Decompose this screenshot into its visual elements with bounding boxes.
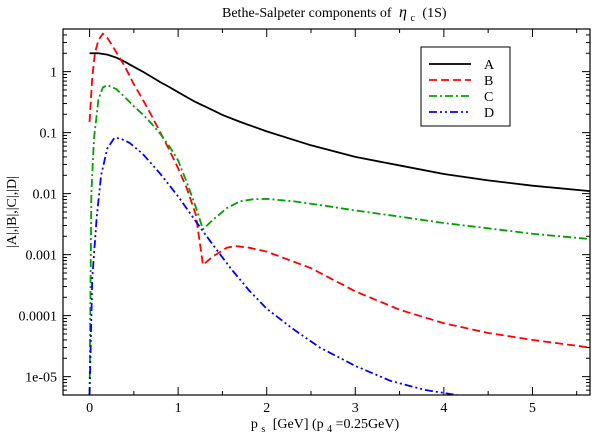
series-line-d [88, 136, 458, 395]
y-tick-label: 1 [50, 66, 57, 81]
svg-text:Bethe-Salpeter components of: Bethe-Salpeter components of η c (1S) [222, 4, 447, 25]
title-suffix: (1S) [422, 6, 446, 21]
x-tick-label: 4 [440, 401, 447, 416]
series-line-a [89, 52, 590, 193]
legend-label-c: C [484, 90, 493, 105]
x-tick-label: 2 [263, 401, 270, 416]
series-layer [88, 32, 590, 395]
x-tick-label: 1 [175, 401, 182, 416]
chart-title: Bethe-Salpeter components of η c (1S) [222, 4, 447, 25]
y-tick-label: 1e-05 [25, 371, 57, 386]
series-line-b [88, 32, 590, 349]
title-subscript: c [410, 13, 415, 24]
x-axis: 0 1 2 3 4 5 [86, 29, 578, 416]
legend-box [420, 46, 511, 127]
xlabel-sub: s [261, 424, 265, 435]
plot-frame [62, 28, 591, 396]
xlabel-rest: [GeV] (p [273, 417, 324, 432]
y-tick-label: 0.001 [26, 249, 58, 264]
legend-label-d: D [484, 106, 494, 121]
legend-label-a: A [484, 58, 495, 73]
series-line-c [88, 84, 590, 395]
y-tick-label: 0.01 [33, 188, 58, 203]
title-symbol: η [399, 4, 407, 21]
x-tick-label: 5 [529, 401, 536, 416]
y-axis-label: |A|,|B|,|C|,|D| [5, 176, 20, 248]
title-main: Bethe-Salpeter components of [222, 6, 392, 21]
xlabel-main: p [251, 417, 258, 432]
x-axis-label: p s [GeV] (p 4 =0.25GeV) [251, 417, 400, 436]
y-axis: 1e-05 0.0001 0.001 0.01 0.1 1 [19, 28, 590, 391]
y-tick-label: 0.1 [40, 127, 58, 142]
xlabel-sub2: 4 [327, 424, 332, 435]
xlabel-end: =0.25GeV) [336, 417, 400, 432]
legend-label-b: B [484, 74, 493, 89]
y-tick-label: 0.0001 [19, 310, 58, 325]
x-tick-label: 3 [352, 401, 359, 416]
svg-text:p s [GeV] (p: p s [GeV] (p 4 =0.25GeV) [251, 417, 400, 436]
x-tick-label: 0 [86, 401, 93, 416]
